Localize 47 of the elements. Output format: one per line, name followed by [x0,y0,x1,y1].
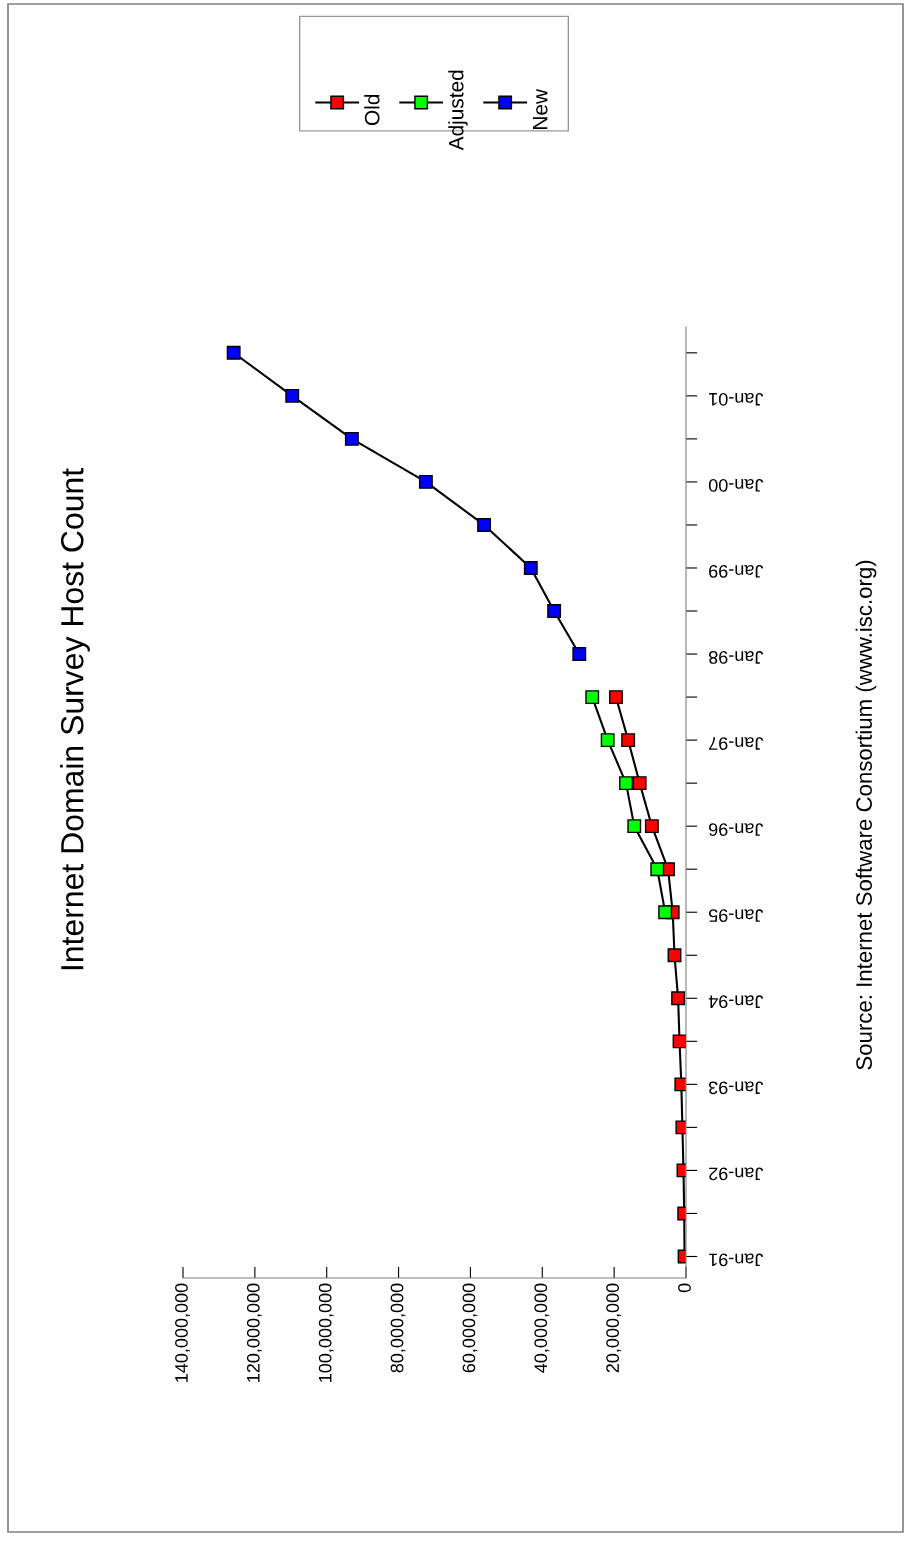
point [671,991,686,1006]
x-tick-label: 140,000,000 [175,1283,190,1382]
y-tick-label: Jan-92 [709,1167,764,1181]
point [418,474,433,489]
point [658,905,673,920]
point [477,518,492,532]
source-note: Source: Internet Software Consortium (www.isc.org) [855,560,877,1070]
point [547,604,562,618]
point [672,1034,686,1049]
point [600,733,615,748]
point [667,948,682,963]
point [675,1120,686,1135]
point [523,561,538,575]
point [632,776,647,791]
point [627,819,642,834]
y-tick-label: Jan-00 [708,478,764,492]
x-tick-label: 80,000,000 [390,1283,406,1373]
x-tick-label: 20,000,000 [606,1283,622,1373]
y-tick-label: Jan-95 [708,909,764,923]
point [344,431,359,446]
x-tick-label: 60,000,000 [462,1283,478,1373]
point [608,690,623,705]
y-tick-label: Jan-97 [709,737,764,750]
legend-label: Old [364,94,380,126]
x-tick-label: 40,000,000 [534,1283,550,1373]
point [621,733,636,748]
point [674,1077,686,1092]
legend-label: New [533,88,548,129]
point [226,345,241,360]
text: Internet Domain Survey Host Count [60,468,90,970]
y-tick-label: Jan-98 [709,651,764,664]
point [585,690,600,705]
point [572,647,587,661]
x-tick-label: 120,000,000 [246,1283,262,1382]
point [619,776,633,791]
point [285,388,300,403]
point [650,862,665,877]
y-tick-label: Jan-96 [709,823,764,836]
y-tick-label: Jan-99 [709,565,764,578]
y-tick-label: Jan-94 [708,995,764,1009]
y-tick-label: Jan-01 [709,392,764,406]
y-tick-label: Jan-93 [709,1081,764,1095]
point [644,819,659,834]
x-tick-label: 0 [678,1283,691,1293]
x-tick-label: 100,000,000 [318,1283,334,1382]
legend-label: Adjusted [448,70,468,151]
y-tick-label: Jan-91 [709,1253,764,1267]
